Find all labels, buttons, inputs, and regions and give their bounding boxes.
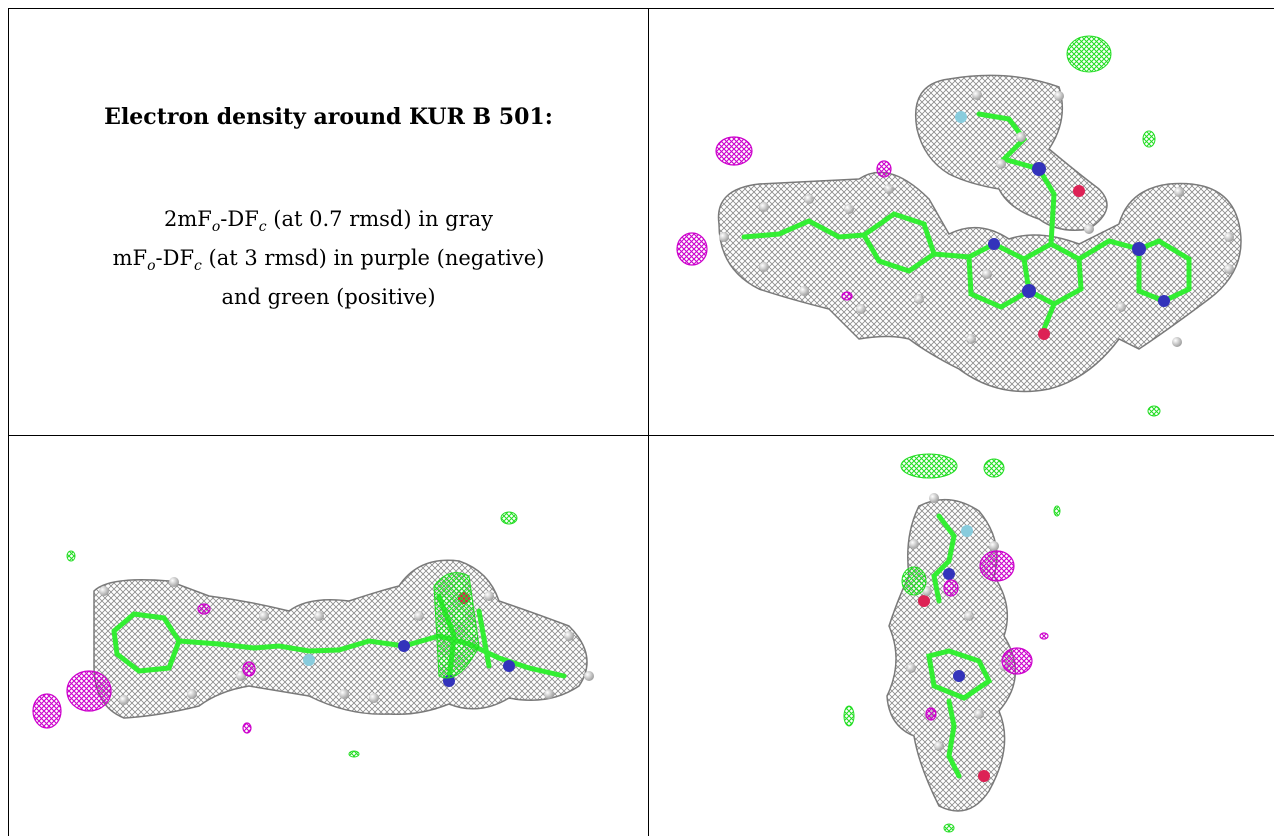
oxygen-atoms [918, 595, 990, 782]
density-view-3 [649, 436, 1274, 836]
legend-line-fofc: mFo-DFc (at 3 rmsd) in purple (negative) [9, 243, 648, 282]
nitrogen-atoms [988, 162, 1170, 307]
ligand-bonds [741, 111, 1192, 332]
positive-density-blobs [66, 511, 518, 758]
legend-line2-sub1: o [147, 258, 156, 275]
grid-top-border [8, 8, 1274, 9]
fluorine-atom [955, 111, 967, 123]
negative-density-blobs [676, 136, 892, 301]
legend-line2-sub2: c [194, 258, 202, 275]
legend-line1-mid: -DF [220, 207, 259, 231]
legend-title: Electron density around KUR B 501: [104, 104, 553, 130]
density-view-2 [9, 436, 648, 836]
grid-horizontal-divider [8, 435, 1274, 436]
legend-line2-prefix: mF [112, 246, 148, 271]
negative-density-blobs [925, 550, 1049, 721]
grid-vertical-divider [648, 8, 649, 836]
legend-line1-sub1: o [211, 219, 221, 236]
legend-cell: Electron density around KUR B 501: 2mFo-… [9, 9, 648, 435]
negative-density-blobs [32, 603, 256, 734]
grid-left-border [8, 8, 9, 836]
density-view-1 [649, 9, 1274, 435]
legend-line2-suffix: (at 3 rmsd) in purple (negative) [201, 246, 545, 271]
fluorine-atom [961, 525, 973, 537]
fluorine-atom [303, 654, 315, 666]
legend-line1-sub2: c [258, 219, 267, 236]
legend-line2-mid: -DF [155, 246, 195, 271]
legend-line-2fofc: 2mFo-DFc (at 0.7 rmsd) in gray [9, 204, 648, 243]
figure-grid: Electron density around KUR B 501: 2mFo-… [8, 8, 1274, 836]
gray-density-mesh [717, 74, 1242, 393]
ligand-bonds [926, 513, 993, 779]
hydrogen-atoms [99, 577, 594, 705]
legend-line1-prefix: 2mF [163, 207, 212, 231]
hydrogen-atoms [719, 90, 1234, 347]
legend-lines: 2mFo-DFc (at 0.7 rmsd) in gray mFo-DFc (… [9, 204, 648, 313]
nitrogen-atoms [398, 640, 515, 687]
oxygen-atoms [1038, 185, 1085, 340]
positive-density-blobs [843, 453, 1061, 833]
nitrogen-atoms [943, 568, 965, 682]
legend-line-positive: and green (positive) [221, 285, 436, 310]
positive-density-blobs [1066, 35, 1161, 417]
legend-line1-suffix: (at 0.7 rmsd) in gray [266, 207, 494, 231]
